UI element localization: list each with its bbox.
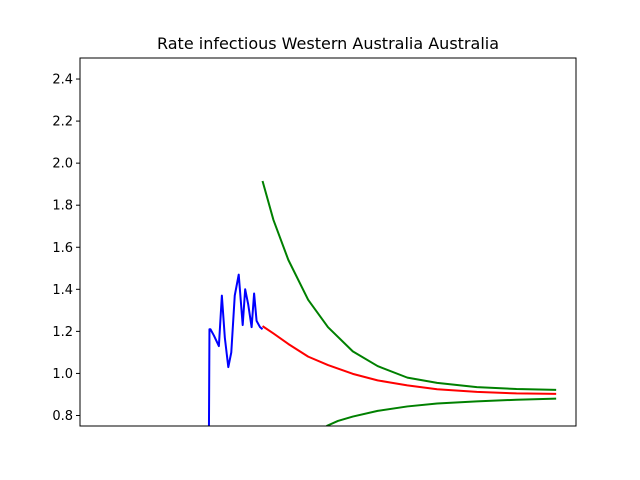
y-axis: 0.8 1.0 1.2 1.4 1.6 1.8 2.0 2.2 2.4: [52, 73, 80, 424]
plot-area: [207, 180, 557, 426]
series-line-4: [326, 397, 557, 426]
y-tick-label: 2.2: [52, 115, 73, 130]
y-tick-label: 1.2: [52, 325, 73, 340]
series-line-3: [261, 180, 557, 391]
y-tick-label: 1.4: [52, 283, 73, 298]
y-tick-label: 0.8: [52, 409, 73, 424]
axes-frame: [79, 57, 577, 427]
series-line-2: [261, 325, 557, 395]
y-tick-label: 1.8: [52, 199, 73, 214]
chart-title: Rate infectious Western Australia Austra…: [157, 34, 499, 53]
y-tick-label: 1.6: [52, 241, 73, 256]
y-tick-label: 2.0: [52, 157, 73, 172]
series-line-1: [207, 273, 264, 426]
y-tick-label: 1.0: [52, 367, 73, 382]
y-tick-label: 2.4: [52, 73, 73, 88]
